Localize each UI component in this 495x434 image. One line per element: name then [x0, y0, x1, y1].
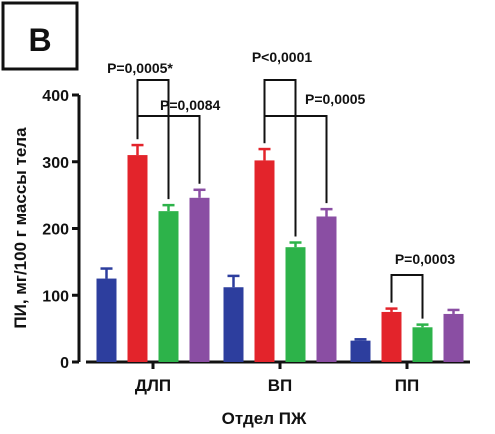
- significance-bracket: [263, 79, 297, 237]
- y-tick-label: 0: [60, 355, 69, 372]
- x-tick-label: ДЛП: [135, 376, 171, 395]
- bar: [158, 211, 179, 362]
- panel-label-box: [1, 1, 79, 71]
- bar: [350, 340, 371, 362]
- plot-area: 0 100 200 300 400 ДЛП ВП ПП P=0,0005* P=0,0084 P<0…: [42, 49, 470, 395]
- bar: [189, 197, 210, 362]
- significance-bracket: [136, 79, 170, 200]
- significance-label: P<0,0001: [252, 49, 313, 65]
- significance-label: P=0,0003: [395, 251, 456, 267]
- bar: [443, 313, 464, 362]
- x-tick-label: ВП: [268, 376, 293, 395]
- bar: [285, 247, 306, 362]
- significance-label: P=0,0005: [305, 91, 366, 107]
- y-tick-label: 300: [42, 155, 69, 172]
- significance-label: P=0,0084: [160, 97, 221, 113]
- bar: [316, 216, 337, 362]
- x-tick-label: ПП: [395, 376, 419, 395]
- bar: [254, 160, 275, 362]
- bar: [96, 278, 117, 362]
- significance-bracket: [263, 115, 328, 204]
- y-axis-label: ПИ, мг/100 г массы тела: [11, 127, 30, 329]
- bar: [412, 327, 433, 362]
- y-tick-label: 400: [42, 88, 69, 105]
- bar: [381, 311, 402, 362]
- y-tick-label: 200: [42, 222, 69, 239]
- significance-bracket: [136, 115, 201, 184]
- x-axis-label: Отдел ПЖ: [222, 409, 307, 428]
- bar: [223, 287, 244, 362]
- panel-label: B: [28, 22, 51, 58]
- significance-label: P=0,0005*: [107, 60, 173, 76]
- bar: [127, 155, 148, 362]
- y-tick-label: 100: [42, 288, 69, 305]
- significance-bracket: [390, 274, 424, 319]
